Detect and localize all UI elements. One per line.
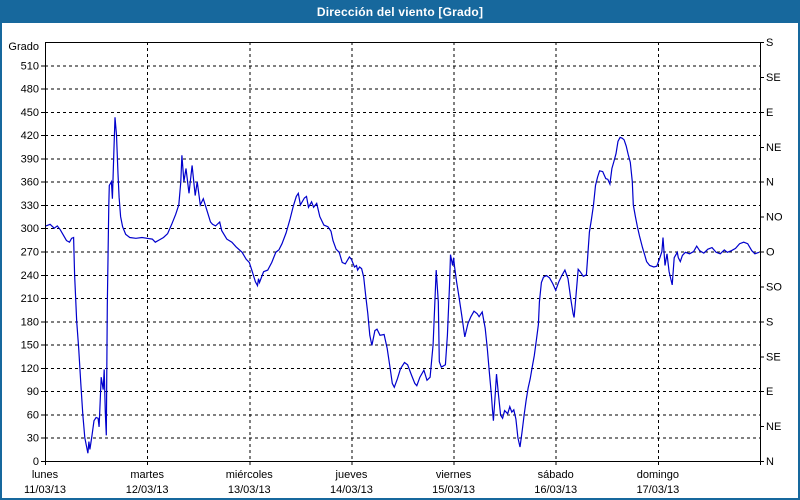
compass-tick-label: S bbox=[766, 316, 773, 328]
x-weekday-label: jueves bbox=[335, 469, 368, 481]
x-date-label: 14/03/13 bbox=[330, 484, 373, 496]
x-date-label: 15/03/13 bbox=[432, 484, 475, 496]
compass-tick-label: S bbox=[766, 37, 773, 49]
y-tick-label: 60 bbox=[27, 409, 39, 421]
chart-title-bar: Dirección del viento [Grado] bbox=[2, 2, 798, 23]
axes bbox=[41, 42, 764, 465]
compass-tick-label: SE bbox=[766, 72, 781, 84]
x-date-label: 13/03/13 bbox=[228, 484, 271, 496]
x-weekday-label: miércoles bbox=[226, 469, 274, 481]
y-tick-label: 510 bbox=[21, 60, 39, 72]
gridlines bbox=[45, 42, 760, 461]
compass-tick-label: SE bbox=[766, 351, 781, 363]
compass-tick-label: O bbox=[766, 247, 775, 259]
compass-tick-label: NO bbox=[766, 212, 783, 224]
y-tick-label: 450 bbox=[21, 107, 39, 119]
y-tick-label: 180 bbox=[21, 316, 39, 328]
y-tick-label: 300 bbox=[21, 223, 39, 235]
compass-tick-label: NE bbox=[766, 421, 781, 433]
y-tick-label: 240 bbox=[21, 270, 39, 282]
x-weekday-label: lunes bbox=[32, 469, 59, 481]
x-weekday-label: sábado bbox=[538, 469, 574, 481]
x-date-label: 11/03/13 bbox=[24, 484, 66, 496]
x-date-label: 16/03/13 bbox=[534, 484, 577, 496]
compass-tick-label: NE bbox=[766, 142, 781, 154]
compass-tick-label: E bbox=[766, 107, 773, 119]
wind-direction-line bbox=[45, 117, 760, 454]
y-tick-label: 0 bbox=[33, 456, 39, 468]
chart-title: Dirección del viento [Grado] bbox=[316, 5, 484, 19]
x-weekday-label: viernes bbox=[436, 469, 472, 481]
y-tick-label: 150 bbox=[21, 340, 39, 352]
compass-tick-label: N bbox=[766, 177, 774, 189]
axis-labels: 0 30 60 90 120 150 180 210 240 270 300 330 360 390 420… bbox=[8, 37, 783, 496]
compass-tick-label: SO bbox=[766, 281, 782, 293]
y-axis-unit-label: Grado bbox=[8, 41, 39, 53]
y-tick-label: 360 bbox=[21, 177, 39, 189]
x-date-label: 12/03/13 bbox=[126, 484, 169, 496]
y-tick-label: 270 bbox=[21, 247, 39, 259]
x-weekday-label: domingo bbox=[637, 469, 679, 481]
y-tick-label: 210 bbox=[21, 293, 39, 305]
y-tick-label: 420 bbox=[21, 130, 39, 142]
y-tick-label: 120 bbox=[21, 363, 39, 375]
compass-tick-label: E bbox=[766, 386, 773, 398]
y-tick-label: 30 bbox=[27, 433, 39, 445]
y-tick-label: 90 bbox=[27, 386, 39, 398]
y-tick-label: 480 bbox=[21, 84, 39, 96]
compass-tick-label: N bbox=[766, 456, 774, 468]
y-tick-label: 390 bbox=[21, 153, 39, 165]
y-tick-label: 330 bbox=[21, 200, 39, 212]
x-date-label: 17/03/13 bbox=[636, 484, 679, 496]
x-weekday-label: martes bbox=[130, 469, 164, 481]
